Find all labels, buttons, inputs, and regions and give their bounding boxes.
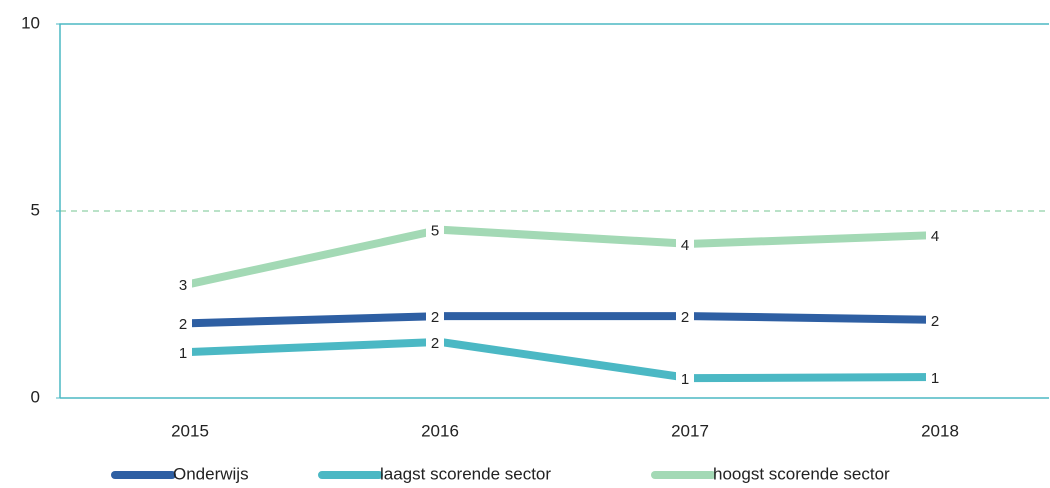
data-label: 2: [681, 309, 689, 326]
data-label: 2: [431, 309, 439, 326]
data-label: 1: [931, 370, 939, 387]
x-tick-label: 2016: [421, 421, 459, 440]
data-label: 2: [431, 335, 439, 352]
data-label-bg: [676, 235, 694, 256]
data-label-bg: [426, 308, 444, 329]
data-label: 3: [179, 277, 187, 294]
y-tick-label: 10: [21, 13, 40, 32]
data-label: 1: [681, 371, 689, 388]
series-line: [189, 312, 941, 328]
data-label-bg: [926, 311, 944, 332]
data-label: 2: [931, 313, 939, 330]
data-label-bg: [926, 369, 944, 390]
data-label-bg: [676, 370, 694, 391]
legend-label: laagst scorende sector: [380, 464, 551, 483]
x-tick-label: 2015: [171, 421, 209, 440]
data-label: 4: [931, 228, 939, 245]
x-tick-label: 2018: [921, 421, 959, 440]
data-label-bg: [676, 308, 694, 329]
data-label-bg: [174, 343, 192, 364]
data-label-bg: [174, 315, 192, 336]
x-tick-label: 2017: [671, 421, 709, 440]
data-label-bg: [926, 226, 944, 247]
y-tick-label: 0: [31, 387, 40, 406]
data-label-bg: [174, 275, 192, 296]
series-line: [189, 225, 941, 288]
series-line: [189, 337, 941, 383]
data-label: 5: [431, 223, 439, 240]
legend-label: hoogst scorende sector: [713, 464, 890, 483]
data-label: 4: [681, 237, 689, 254]
data-label-bg: [426, 333, 444, 354]
data-label-bg: [426, 221, 444, 242]
legend-label: Onderwijs: [173, 464, 249, 483]
data-label: 1: [179, 345, 187, 362]
data-label: 2: [179, 316, 187, 333]
y-tick-label: 5: [31, 200, 40, 219]
